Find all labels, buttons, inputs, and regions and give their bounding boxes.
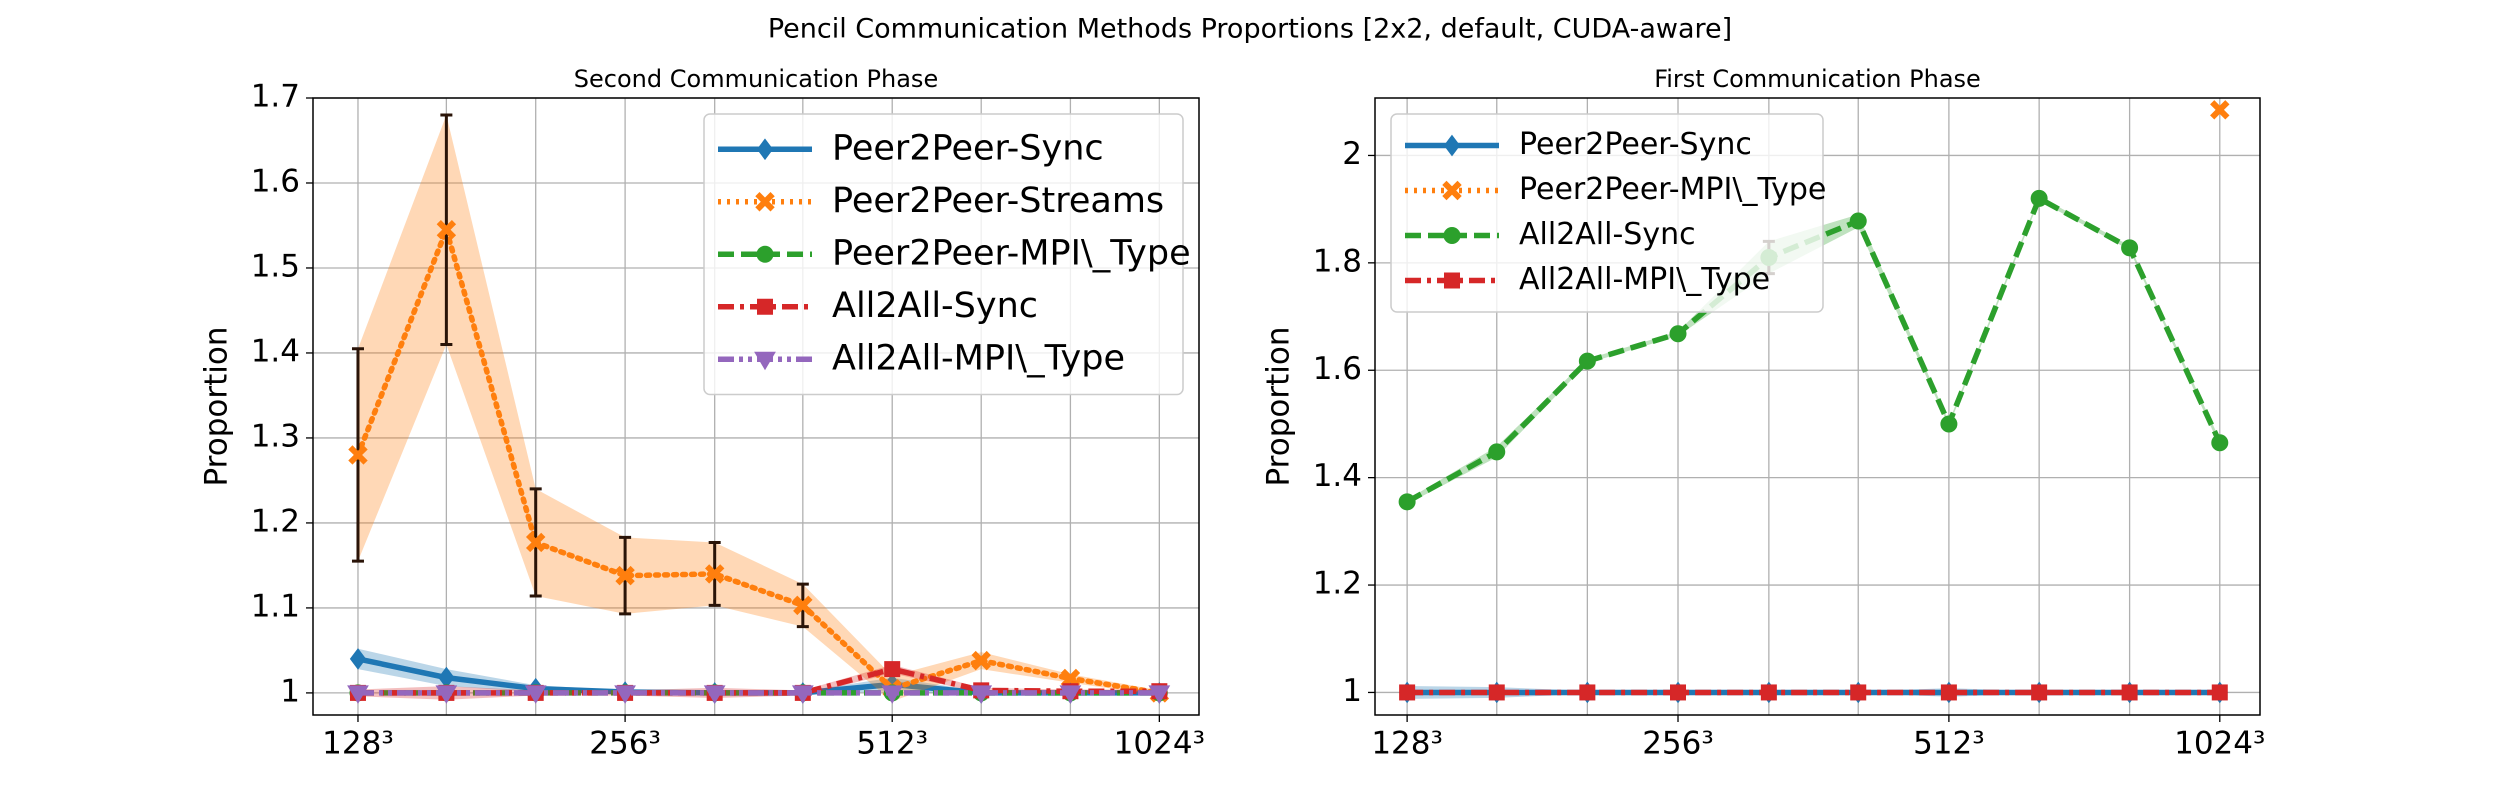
data-layer bbox=[1398, 100, 2230, 704]
marker bbox=[793, 595, 813, 616]
marker bbox=[2030, 189, 2048, 207]
y-tick-label: 1.6 bbox=[251, 163, 300, 199]
marker bbox=[347, 685, 369, 704]
legend-label: Peer2Peer-MPI\_Type bbox=[832, 233, 1191, 273]
y-tick-label: 1.7 bbox=[251, 79, 300, 115]
marker bbox=[1669, 325, 1687, 343]
x-tick-label: 256³ bbox=[589, 726, 661, 762]
legend-label: All2All-MPI\_Type bbox=[832, 338, 1125, 378]
subplot: 1 1.2 1.4 1.6 1.8 2 128³ 256³ 512³ 1024³ First Com… bbox=[1261, 65, 2266, 762]
marker bbox=[615, 565, 635, 586]
marker bbox=[704, 564, 725, 584]
marker bbox=[1443, 134, 1461, 157]
axes-frame bbox=[312, 97, 1200, 716]
y-tick-label: 1.4 bbox=[251, 333, 300, 369]
marker bbox=[1760, 684, 1777, 701]
marker bbox=[970, 685, 993, 704]
marker bbox=[881, 685, 904, 704]
axes-frame bbox=[1374, 97, 2261, 716]
marker bbox=[1488, 684, 1505, 701]
marker bbox=[1849, 212, 1867, 230]
subplot-title: Second Communication Phase bbox=[574, 65, 938, 93]
marker bbox=[349, 648, 367, 670]
x-tick-label: 512³ bbox=[856, 726, 928, 762]
marker bbox=[755, 192, 775, 212]
y-tick-label: 1 bbox=[280, 673, 300, 709]
marker bbox=[754, 351, 776, 371]
y-tick-label: 1.4 bbox=[1313, 458, 1362, 494]
legend-label: All2All-Sync bbox=[832, 286, 1038, 326]
y-tick-label: 1.3 bbox=[251, 418, 300, 454]
marker bbox=[757, 298, 773, 315]
marker bbox=[2211, 684, 2228, 701]
marker bbox=[2211, 434, 2229, 452]
marker bbox=[1488, 443, 1506, 461]
marker bbox=[1940, 684, 1957, 701]
marker bbox=[524, 685, 547, 704]
marker bbox=[1399, 684, 1416, 701]
marker bbox=[1850, 684, 1867, 701]
legend-box bbox=[1390, 113, 1824, 313]
marker bbox=[1442, 180, 1462, 201]
marker bbox=[1940, 415, 1958, 433]
marker bbox=[703, 685, 726, 704]
x-tick-label: 512³ bbox=[1913, 726, 1985, 762]
legend-label: Peer2Peer-MPI\_Type bbox=[1519, 172, 1826, 207]
marker bbox=[2210, 100, 2230, 120]
legend-box bbox=[703, 113, 1184, 396]
marker bbox=[1148, 685, 1171, 704]
marker bbox=[1443, 227, 1461, 244]
y-tick-label: 1.2 bbox=[251, 503, 300, 539]
y-tick-label: 1 bbox=[1342, 673, 1362, 709]
y-tick-label: 1.2 bbox=[1313, 566, 1362, 602]
marker bbox=[1444, 272, 1460, 289]
legend-label: Peer2Peer-Sync bbox=[832, 128, 1104, 168]
marker bbox=[756, 138, 774, 161]
marker bbox=[971, 650, 991, 671]
legend: Peer2Peer-Sync Peer2Peer-Streams Peer2Peer… bbox=[703, 113, 1191, 396]
x-tick-label: 128³ bbox=[322, 726, 394, 762]
marker bbox=[436, 220, 457, 240]
legend: Peer2Peer-Sync Peer2Peer-MPI\_Type All2All… bbox=[1390, 113, 1826, 313]
legend-label: All2All-Sync bbox=[1519, 217, 1696, 252]
marker bbox=[525, 532, 546, 553]
series-line bbox=[355, 221, 1163, 696]
y-tick-label: 2 bbox=[1342, 136, 1362, 172]
y-tick-label: 1.5 bbox=[251, 248, 300, 284]
figure-title: Pencil Communication Methods Proportions… bbox=[768, 14, 1732, 45]
legend-label: All2All-MPI\_Type bbox=[1519, 262, 1770, 297]
marker bbox=[1398, 493, 1416, 511]
subplot-title: First Communication Phase bbox=[1654, 65, 1981, 93]
y-axis-label: Proportion bbox=[199, 327, 235, 487]
x-tick-label: 1024³ bbox=[1114, 726, 1205, 762]
marker bbox=[435, 685, 458, 704]
legend-label: Peer2Peer-Streams bbox=[832, 181, 1164, 221]
marker bbox=[756, 245, 774, 263]
marker bbox=[791, 685, 814, 704]
y-tick-label: 1.1 bbox=[251, 588, 300, 624]
marker bbox=[1059, 685, 1082, 704]
x-tick-label: 128³ bbox=[1371, 726, 1443, 762]
x-tick-label: 1024³ bbox=[2174, 726, 2265, 762]
marker bbox=[2121, 684, 2138, 701]
marker bbox=[1060, 668, 1081, 689]
y-axis-label: Proportion bbox=[1261, 327, 1297, 487]
data-layer bbox=[347, 113, 1171, 704]
subplot: 1 1.1 1.2 1.3 1.4 1.5 1.6 1.7 128³ 256³ 512³ 1024³ S… bbox=[199, 65, 1206, 762]
legend-label: Peer2Peer-Sync bbox=[1519, 127, 1752, 162]
error-band bbox=[357, 114, 1160, 702]
marker bbox=[1578, 352, 1596, 370]
marker bbox=[2121, 239, 2139, 257]
x-tick-label: 256³ bbox=[1642, 726, 1714, 762]
y-tick-label: 1.6 bbox=[1313, 351, 1362, 387]
marker bbox=[1579, 684, 1596, 701]
marker bbox=[1670, 684, 1687, 701]
marker bbox=[884, 661, 901, 678]
marker bbox=[348, 445, 368, 465]
y-tick-label: 1.8 bbox=[1313, 243, 1362, 279]
marker bbox=[2031, 684, 2048, 701]
marker bbox=[614, 685, 636, 704]
